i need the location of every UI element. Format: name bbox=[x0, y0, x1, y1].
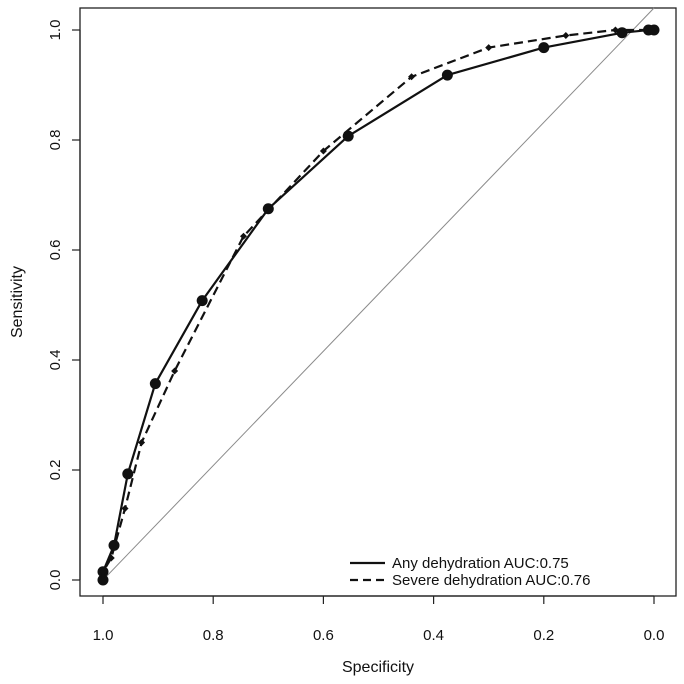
legend-label-severe-dehydration: Severe dehydration AUC:0.76 bbox=[392, 572, 590, 589]
data-point bbox=[611, 26, 619, 34]
data-point bbox=[122, 468, 134, 480]
y-tick-label: 0.4 bbox=[47, 350, 64, 371]
x-axis: 1.0 0.8 0.6 0.4 0.2 0.0 bbox=[93, 595, 665, 644]
data-point bbox=[108, 539, 120, 551]
legend: Any dehydration AUC:0.75 Severe dehydrat… bbox=[350, 555, 590, 589]
y-tick-label: 0.0 bbox=[47, 570, 64, 591]
data-point bbox=[485, 44, 493, 52]
y-tick-label: 0.8 bbox=[47, 130, 64, 151]
legend-label-any-dehydration: Any dehydration AUC:0.75 bbox=[392, 555, 569, 572]
data-point bbox=[149, 378, 161, 390]
reference-diagonal bbox=[102, 7, 655, 581]
data-point bbox=[99, 568, 107, 576]
y-tick-label: 0.6 bbox=[47, 240, 64, 261]
series-line bbox=[101, 28, 654, 580]
x-tick-label: 0.6 bbox=[313, 627, 334, 644]
x-tick-label: 0.2 bbox=[533, 627, 554, 644]
data-point bbox=[138, 439, 146, 446]
data-point bbox=[196, 295, 208, 307]
x-tick-label: 1.0 bbox=[93, 627, 114, 644]
data-point bbox=[650, 26, 658, 34]
data-point bbox=[408, 73, 416, 81]
x-tick-label: 0.0 bbox=[644, 627, 665, 644]
data-point bbox=[240, 232, 248, 240]
data-point bbox=[319, 147, 327, 155]
data-point bbox=[562, 32, 570, 39]
y-tick-label: 0.2 bbox=[47, 460, 64, 481]
plot-frame bbox=[79, 7, 677, 597]
x-tick-label: 0.8 bbox=[203, 627, 224, 644]
data-point bbox=[99, 576, 107, 584]
series-any-dehydration bbox=[97, 24, 660, 586]
y-tick-label: 1.0 bbox=[47, 20, 64, 41]
data-point bbox=[121, 505, 129, 512]
data-point bbox=[171, 367, 179, 375]
series-line bbox=[101, 28, 654, 580]
data-point bbox=[441, 69, 453, 81]
x-tick-label: 0.4 bbox=[423, 627, 444, 644]
data-point bbox=[107, 554, 115, 562]
x-axis-label: Specificity bbox=[342, 659, 414, 676]
series-layer bbox=[97, 24, 660, 586]
series-severe-dehydration bbox=[99, 26, 658, 584]
data-point bbox=[538, 42, 550, 54]
y-axis: 0.0 0.2 0.4 0.6 0.8 1.0 bbox=[47, 20, 81, 591]
y-axis-label: Sensitivity bbox=[9, 266, 26, 338]
